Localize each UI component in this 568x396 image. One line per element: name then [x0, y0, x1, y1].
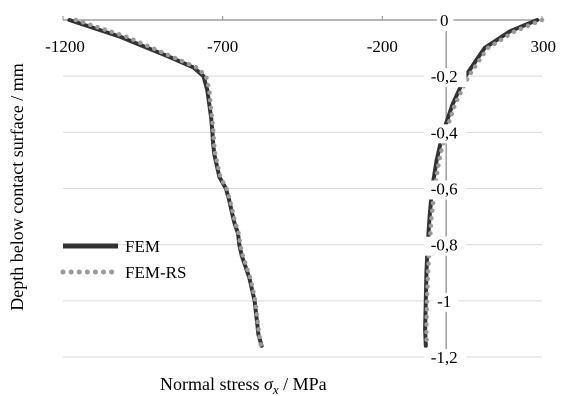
x-tick-bg-0	[39, 37, 91, 56]
y-axis-title: Depth below contact surface / mm	[7, 63, 27, 310]
y-tick-label-5: -1	[437, 292, 451, 311]
x-tick-bg-2	[361, 37, 404, 56]
y-tick-bg-2	[424, 124, 467, 144]
x-tick-label-0: -1200	[45, 37, 85, 56]
y-tick-label-2: -0,4	[431, 123, 458, 142]
x-tick-label-2: -200	[367, 37, 398, 56]
y-tick-label-4: -0,8	[431, 236, 458, 255]
legend: FEM FEM-RS	[60, 237, 186, 282]
x-axis-title-suffix: / MPa	[279, 374, 327, 394]
x-tick-label-3: 300	[531, 37, 557, 56]
y-tick-bg-3	[424, 180, 467, 200]
y-tick-bg-6	[424, 349, 467, 368]
y-tick-bg-0	[436, 12, 454, 31]
x-axis-title: Normal stress σx / MPa	[160, 374, 327, 396]
x-axis-title-subscript: x	[272, 382, 279, 396]
x-tick-bg-1	[201, 37, 244, 56]
x-tick-label-1: -700	[207, 37, 238, 56]
series-layer	[67, 17, 545, 349]
gridlines	[63, 75, 542, 358]
y-tick-label-6: -1,2	[431, 348, 458, 367]
series-1-branch-0	[73, 17, 264, 349]
y-tick-label-1: -0,2	[431, 67, 458, 86]
y-tick-label-3: -0,6	[431, 180, 458, 199]
legend-label-fem-rs: FEM-RS	[125, 263, 186, 282]
series-0-branch-1	[423, 18, 540, 348]
series-0-branch-0	[67, 18, 264, 348]
y-tick-bg-4	[424, 236, 467, 256]
y-tick-bg-5	[432, 292, 458, 312]
x-axis-title-prefix: Normal stress	[160, 374, 264, 394]
x-axis-title-symbol: σ	[264, 374, 274, 394]
legend-label-fem: FEM	[125, 237, 160, 256]
series-1-branch-1	[424, 17, 545, 349]
y-tick-label-0: 0	[440, 11, 449, 30]
x-tick-bg-3	[526, 37, 559, 56]
y-tick-bg-1	[424, 68, 467, 88]
tick-labels: -1200 -700 -200 300 0 -0,2 -0,4 -0,6 -0,8 -1 -1,2	[39, 11, 559, 368]
